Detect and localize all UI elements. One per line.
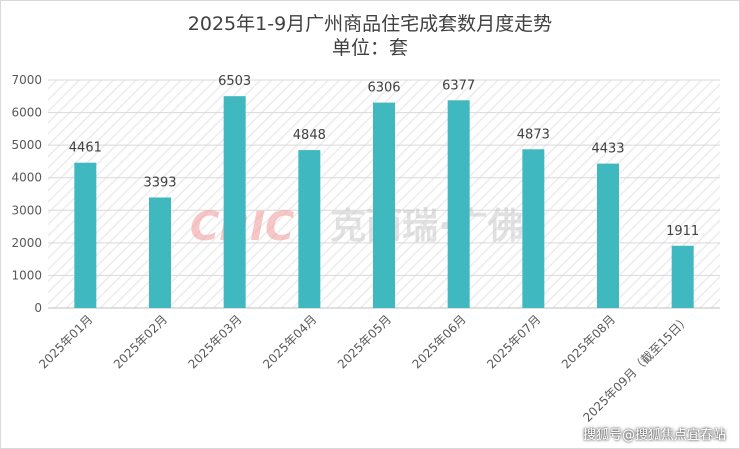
data-label: 4461 [69,141,102,156]
data-label: 4433 [591,142,624,157]
source-credit: 搜狐号@搜狐焦点宜春站 [582,428,726,443]
x-tick-label: 2025年04月 [260,312,319,371]
data-label: 6377 [442,78,475,93]
data-label: 4848 [293,128,326,143]
x-tick-label: 2025年01月 [36,312,95,371]
bar [447,100,470,309]
chart-subtitle: 单位：套 [331,37,408,59]
y-tick-label: 0 [34,301,42,315]
bar [522,149,545,308]
x-tick-label: 2025年07月 [484,312,543,371]
bar [74,162,97,308]
data-label: 6503 [218,74,251,89]
y-tick-label: 7000 [11,73,42,87]
bar [373,102,395,308]
bar [223,96,246,308]
data-label: 1911 [666,224,699,239]
y-tick-label: 5000 [11,138,42,152]
x-tick-label: 2025年02月 [111,312,170,371]
y-tick-label: 6000 [11,106,42,120]
x-tick-label: 2025年08月 [559,312,618,371]
y-tick-label: 2000 [11,236,42,250]
data-label: 4873 [517,127,550,142]
bar [298,150,321,308]
y-tick-label: 1000 [11,268,42,282]
watermark-text: 克而瑞·广佛 [330,206,524,247]
chart-title: 2025年1-9月广州商品住宅成套数月度走势 [187,13,553,35]
bar [597,163,619,308]
y-tick-label: 4000 [11,171,42,185]
y-tick-label: 3000 [11,203,42,217]
bar [671,245,694,308]
x-tick-label: 2025年06月 [410,312,469,371]
x-tick-label: 2025年05月 [335,312,394,371]
x-tick-label: 2025年03月 [186,312,245,371]
data-label: 6306 [367,81,400,96]
bar [149,197,171,308]
data-label: 3393 [143,175,176,190]
